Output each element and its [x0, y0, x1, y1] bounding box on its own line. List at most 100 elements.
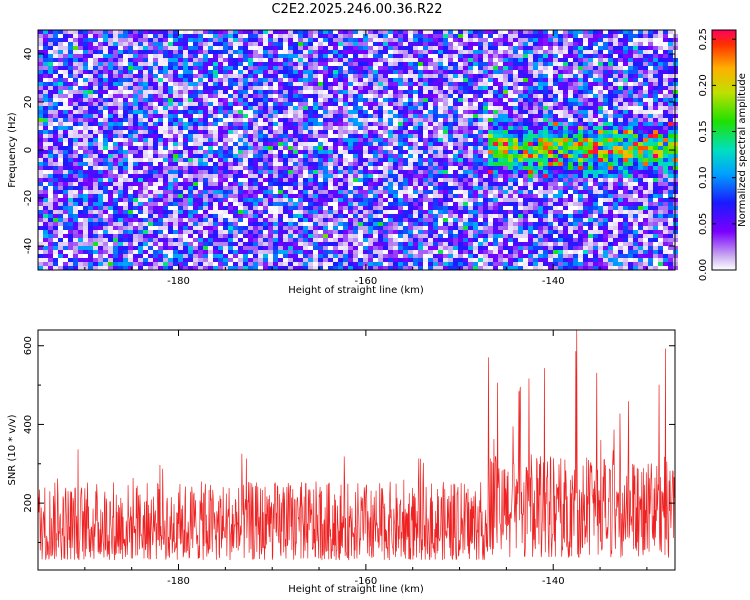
- heatmap-cell: [603, 42, 608, 46]
- heatmap-cell: [398, 118, 403, 122]
- heatmap-cell: [598, 162, 603, 166]
- heatmap-cell: [63, 34, 68, 38]
- heatmap-cell: [408, 86, 413, 90]
- heatmap-cell: [188, 34, 193, 38]
- heatmap-cell: [368, 90, 373, 94]
- heatmap-cell: [238, 142, 243, 146]
- heatmap-cell: [663, 34, 668, 38]
- heatmap-cell: [228, 166, 233, 170]
- heatmap-cell: [628, 142, 633, 146]
- heatmap-cell: [383, 90, 388, 94]
- heatmap-cell: [273, 118, 278, 122]
- heatmap-cell: [358, 30, 363, 34]
- heatmap-cell: [528, 74, 533, 78]
- heatmap-cell: [388, 82, 393, 86]
- heatmap-cell: [653, 42, 658, 46]
- heatmap-cell: [118, 58, 123, 62]
- heatmap-cell: [253, 42, 258, 46]
- heatmap-cell: [483, 98, 488, 102]
- heatmap-cell: [348, 62, 353, 66]
- heatmap-cell: [48, 78, 53, 82]
- heatmap-cell: [138, 122, 143, 126]
- heatmap-cell: [218, 114, 223, 118]
- heatmap-cell: [313, 70, 318, 74]
- heatmap-cell: [263, 46, 268, 50]
- heatmap-cell: [78, 134, 83, 138]
- heatmap-cell: [198, 102, 203, 106]
- heatmap-cell: [543, 62, 548, 66]
- heatmap-cell: [108, 114, 113, 118]
- heatmap-cell: [443, 58, 448, 62]
- heatmap-cell: [403, 182, 408, 186]
- heatmap-cell: [153, 142, 158, 146]
- heatmap-cell: [188, 170, 193, 174]
- heatmap-cell: [208, 42, 213, 46]
- heatmap-cell: [398, 78, 403, 82]
- heatmap-cell: [388, 66, 393, 70]
- heatmap-cell: [203, 74, 208, 78]
- heatmap-cell: [508, 174, 513, 178]
- heatmap-cell: [188, 150, 193, 154]
- heatmap-cell: [568, 106, 573, 110]
- heatmap-cell: [538, 90, 543, 94]
- heatmap-cell: [568, 162, 573, 166]
- heatmap-cell: [208, 122, 213, 126]
- heatmap-cell: [148, 54, 153, 58]
- heatmap-cell: [168, 46, 173, 50]
- heatmap-cell: [608, 118, 613, 122]
- heatmap-cell: [78, 142, 83, 146]
- heatmap-cell: [468, 54, 473, 58]
- heatmap-cell: [403, 82, 408, 86]
- heatmap-cell: [508, 182, 513, 186]
- heatmap-cell: [188, 134, 193, 138]
- heatmap-cell: [353, 114, 358, 118]
- heatmap-cell: [648, 162, 653, 166]
- heatmap-cell: [403, 74, 408, 78]
- heatmap-cell: [328, 170, 333, 174]
- heatmap-cell: [163, 30, 168, 34]
- heatmap-cell: [123, 94, 128, 98]
- heatmap-cell: [243, 38, 248, 42]
- heatmap-cell: [543, 154, 548, 158]
- heatmap-cell: [523, 178, 528, 182]
- heatmap-cell: [53, 126, 58, 130]
- heatmap-cell: [468, 30, 473, 34]
- heatmap-cell: [78, 42, 83, 46]
- heatmap-cell: [173, 42, 178, 46]
- heatmap-cell: [198, 46, 203, 50]
- heatmap-cell: [648, 126, 653, 130]
- heatmap-cell: [183, 58, 188, 62]
- heatmap-cell: [253, 130, 258, 134]
- heatmap-cell: [178, 162, 183, 166]
- heatmap-cell: [578, 42, 583, 46]
- heatmap-cell: [413, 66, 418, 70]
- heatmap-cell: [503, 170, 508, 174]
- heatmap-cell: [578, 146, 583, 150]
- heatmap-cell: [383, 170, 388, 174]
- heatmap-cell: [668, 170, 673, 174]
- heatmap-cell: [73, 54, 78, 58]
- heatmap-cell: [393, 58, 398, 62]
- heatmap-cell: [603, 38, 608, 42]
- heatmap-cell: [178, 46, 183, 50]
- heatmap-cell: [358, 38, 363, 42]
- heatmap-cell: [228, 102, 233, 106]
- heatmap-cell: [398, 138, 403, 142]
- heatmap-cell: [653, 50, 658, 54]
- heatmap-cell: [38, 118, 43, 122]
- heatmap-cell: [583, 50, 588, 54]
- heatmap-cell: [133, 90, 138, 94]
- heatmap-cell: [503, 30, 508, 34]
- heatmap-cell: [223, 106, 228, 110]
- heatmap-cell: [573, 138, 578, 142]
- heatmap-cell: [588, 134, 593, 138]
- heatmap-cell: [103, 54, 108, 58]
- heatmap-cell: [223, 138, 228, 142]
- heatmap-cell: [138, 134, 143, 138]
- heatmap-cell: [333, 154, 338, 158]
- heatmap-cell: [378, 86, 383, 90]
- heatmap-cell: [638, 162, 643, 166]
- heatmap-cell: [298, 38, 303, 42]
- heatmap-cell: [333, 126, 338, 130]
- heatmap-cell: [483, 118, 488, 122]
